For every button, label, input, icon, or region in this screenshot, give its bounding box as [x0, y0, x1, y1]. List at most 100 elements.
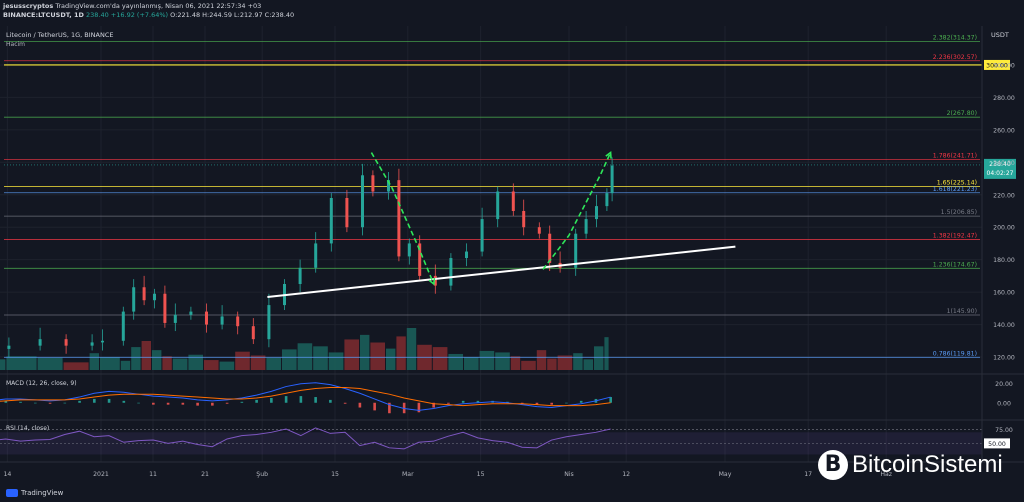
volume-label: Hacim — [6, 41, 25, 48]
fib-label: 1.236(174.67) — [933, 261, 977, 268]
candle-body — [480, 219, 484, 252]
x-tick-label: 15 — [331, 471, 339, 478]
y-tick-label: 300.00 — [993, 62, 1015, 69]
countdown-label: 04:02:27 — [987, 170, 1014, 177]
tradingview-icon — [6, 489, 18, 497]
rsi-pane: 75.00 50.00 — [0, 427, 1013, 455]
header-line-1: jesusscryptos TradingView.com'da yayınla… — [3, 2, 261, 10]
fib-label: 1.382(192.47) — [933, 232, 977, 239]
fib-label: 1.5(206.85) — [941, 209, 977, 216]
price: 238.40 — [85, 11, 109, 19]
volume-bar — [282, 349, 297, 370]
candle-body — [361, 175, 364, 228]
fib-label: 1.618(221.23) — [933, 186, 977, 193]
volume-bar — [594, 346, 604, 370]
volume-bar — [344, 339, 359, 370]
header-line-2: BINANCE:LTCUSDT, 1D 238.40 +16.92 (+7.64… — [3, 11, 294, 19]
candle-body — [251, 326, 255, 340]
candles — [7, 157, 614, 358]
volume-bar — [152, 350, 162, 370]
macd-histogram-bar — [122, 400, 126, 403]
macd-histogram-bar — [107, 398, 111, 403]
candle-body — [548, 233, 552, 263]
candle-body — [121, 311, 125, 341]
chart-canvas: 2.382(314.37) 2.236(302.57) 2(267.80) 1.786… — [0, 0, 1024, 486]
symbol: BINANCE:LTCUSDT, 1D — [3, 11, 84, 19]
candle-body — [153, 293, 156, 301]
candle-body — [345, 198, 349, 228]
macd-histogram-bar — [211, 402, 214, 406]
volume-bar — [0, 359, 6, 370]
volume-bar — [250, 355, 266, 370]
volume-bar — [141, 340, 151, 370]
candle-body — [163, 293, 167, 323]
volume-bar — [495, 352, 510, 370]
fib-label: 2.236(302.57) — [933, 54, 977, 61]
volume-bar — [131, 347, 141, 370]
macd-histogram-bar — [255, 399, 258, 403]
trendline[interactable] — [267, 245, 736, 298]
volume-bar — [536, 350, 547, 370]
candle-body — [449, 258, 453, 286]
rsi-label: RSI (14, close) — [6, 425, 49, 432]
candle-body — [205, 311, 208, 325]
price-change: +16.92 (+7.64%) — [110, 11, 169, 19]
candle-body — [584, 219, 588, 234]
x-tick-label: Şub — [256, 471, 268, 478]
volume-bar — [557, 355, 573, 370]
macd-signal-line — [0, 387, 611, 407]
macd-histogram-bar — [299, 396, 303, 403]
macd-histogram-bar — [34, 402, 37, 404]
macd-histogram-bar — [447, 402, 450, 404]
volume-bar — [573, 353, 583, 370]
volume-bar — [120, 360, 131, 370]
candle-body — [418, 243, 422, 276]
volume-bar — [235, 351, 250, 370]
fib-label: 1.65(225.14) — [937, 179, 977, 186]
bitcoin-icon: B — [818, 450, 848, 480]
green-arrows[interactable] — [370, 151, 612, 286]
macd-histogram-bar — [579, 400, 583, 403]
macd-histogram-bar — [270, 398, 273, 403]
candle-body — [38, 339, 42, 346]
macd-tick-label: 0.00 — [997, 400, 1011, 407]
candle-body — [189, 311, 193, 315]
volume-bar — [313, 346, 328, 370]
volume-bar — [266, 357, 281, 370]
last-price-label: 238.40 — [989, 161, 1011, 168]
volume-bar — [464, 357, 479, 370]
level-300-label: 300.00 — [986, 62, 1008, 69]
candle-body — [7, 345, 11, 349]
volume-bar — [37, 357, 63, 370]
volume-bar — [370, 342, 385, 370]
candle-body — [397, 180, 401, 257]
volume-bar — [479, 350, 495, 370]
candle-body — [407, 243, 411, 257]
volume-bar — [328, 352, 344, 370]
candle-body — [522, 210, 526, 228]
volume-bar — [432, 347, 448, 370]
chart-background — [0, 0, 1024, 486]
y-tick-label: 160.00 — [993, 290, 1015, 297]
macd-histogram-bar — [388, 402, 391, 414]
macd-line — [0, 382, 611, 411]
volume-bar — [396, 336, 406, 370]
volume-bar — [510, 356, 521, 370]
candle-body — [132, 287, 136, 312]
tradingview-logo[interactable]: TradingView — [6, 489, 63, 497]
x-tick-label: 14 — [3, 471, 11, 478]
macd-histogram-bar — [48, 402, 52, 404]
x-tick-label: 17 — [804, 471, 812, 478]
volume-bar — [6, 356, 37, 370]
fib-label: 1(145.90) — [947, 308, 977, 315]
macd-histogram-bar — [314, 397, 317, 403]
fib-label: 1.786(241.71) — [933, 153, 977, 160]
candle-body — [101, 340, 104, 343]
macd-histogram-bar — [417, 402, 421, 413]
candle-body — [595, 206, 598, 220]
macd-histogram-bar — [152, 402, 155, 405]
volume-bar — [219, 361, 235, 370]
macd-histogram-bar — [343, 402, 347, 404]
macd-histogram-bar — [196, 402, 199, 406]
macd-histogram-bar — [19, 401, 22, 403]
